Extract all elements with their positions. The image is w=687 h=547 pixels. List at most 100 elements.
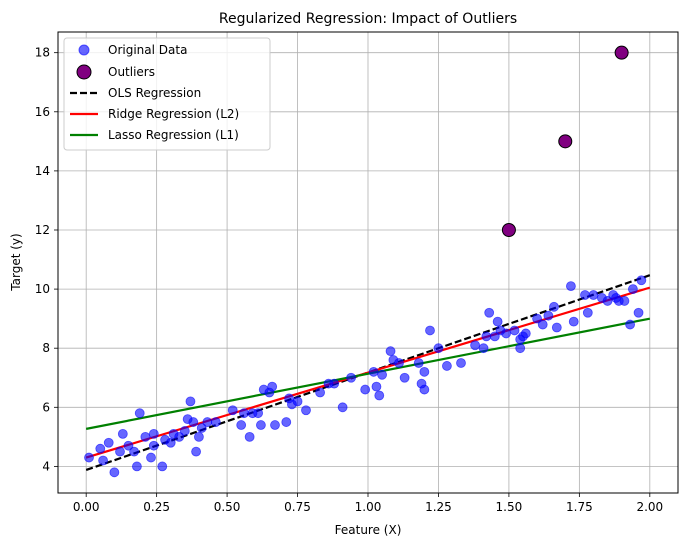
data-point-89	[588, 290, 599, 300]
chart-title: Regularized Regression: Impact of Outlie…	[219, 11, 517, 27]
legend-label-ridge: Ridge Regression (L2)	[108, 107, 239, 121]
data-point-39	[270, 420, 280, 430]
data-point-43	[292, 396, 303, 407]
data-point-40	[281, 417, 292, 427]
data-point-23	[188, 417, 199, 427]
y-tick-label-6: 16	[35, 105, 50, 119]
x-tick-label-2: 0.50	[214, 500, 241, 514]
outlier-point-0	[501, 222, 516, 237]
data-point-53	[374, 390, 385, 401]
data-point-66	[456, 358, 466, 368]
data-point-97	[628, 284, 638, 294]
data-point-44	[301, 405, 311, 416]
y-tick-label-0: 4	[42, 459, 50, 473]
data-point-45	[315, 387, 325, 398]
data-point-71	[489, 331, 500, 342]
data-point-25	[194, 431, 204, 442]
y-axis-label: Target (y)	[9, 233, 23, 291]
x-tick-label-7: 1.75	[566, 500, 593, 514]
lasso-regression-line	[85, 317, 651, 430]
data-point-79	[520, 328, 531, 339]
data-point-20	[179, 426, 190, 436]
data-point-98	[633, 307, 644, 318]
legend-marker-original	[78, 44, 90, 56]
y-tick-label-3: 10	[35, 282, 50, 296]
data-point-6	[117, 428, 128, 439]
x-tick-label-6: 1.50	[496, 500, 523, 514]
legend-label-lasso: Lasso Regression (L1)	[108, 128, 239, 142]
data-point-1	[95, 443, 106, 454]
legend-label-original: Original Data	[108, 43, 187, 57]
data-point-22	[185, 396, 196, 407]
data-point-58	[399, 372, 410, 383]
data-point-12	[146, 452, 156, 463]
y-tick-label-1: 6	[42, 400, 50, 414]
data-point-80	[532, 313, 542, 324]
y-axis-ticks: 4 6 8 10 12 14 16 18	[35, 46, 58, 473]
data-point-86	[568, 316, 579, 327]
data-point-83	[549, 301, 559, 312]
data-point-70	[484, 307, 495, 318]
data-point-29	[227, 405, 238, 416]
x-tick-label-5: 1.25	[425, 500, 452, 514]
data-point-85	[566, 281, 576, 292]
data-point-15	[157, 461, 168, 472]
data-point-35	[256, 420, 266, 430]
x-tick-label-0: 0.00	[73, 500, 100, 514]
data-point-49	[346, 372, 356, 383]
data-point-67	[470, 340, 480, 351]
data-point-74	[501, 328, 511, 339]
data-point-63	[425, 325, 435, 336]
data-point-38	[267, 381, 278, 392]
data-point-61	[419, 384, 430, 395]
data-point-82	[543, 310, 554, 321]
data-point-10	[134, 408, 145, 419]
data-point-68	[478, 343, 489, 354]
data-point-87	[580, 290, 590, 300]
data-point-88	[582, 307, 593, 318]
legend-box	[63, 37, 271, 151]
data-point-72	[492, 316, 503, 327]
data-point-91	[602, 296, 613, 306]
data-point-50	[360, 384, 371, 395]
legend-label-ols: OLS Regression	[108, 86, 201, 100]
data-points	[84, 45, 647, 478]
x-tick-label-8: 2.00	[636, 500, 663, 514]
legend: Original Data Outliers OLS Regression Ri…	[63, 37, 271, 151]
y-tick-label-5: 14	[35, 164, 50, 178]
data-point-9	[132, 461, 142, 472]
data-point-64	[433, 343, 444, 354]
data-point-31	[239, 408, 249, 419]
data-point-17	[165, 437, 176, 448]
data-point-26	[196, 423, 207, 433]
data-point-19	[174, 431, 185, 442]
data-point-54	[377, 369, 387, 380]
data-point-11	[140, 431, 151, 442]
data-point-34	[253, 408, 263, 419]
data-point-55	[385, 346, 396, 357]
outlier-point-1	[558, 134, 573, 149]
data-point-51	[368, 366, 379, 377]
data-point-84	[551, 322, 562, 333]
x-tick-label-4: 1.00	[355, 500, 382, 514]
data-point-27	[202, 417, 213, 427]
data-point-13	[148, 428, 159, 439]
data-point-95	[619, 296, 630, 306]
legend-marker-outliers	[76, 64, 92, 80]
data-point-59	[413, 358, 424, 368]
data-point-96	[625, 319, 635, 330]
data-point-69	[481, 331, 492, 342]
ridge-regression-line	[85, 286, 651, 459]
data-point-14	[148, 440, 159, 451]
outlier-point-2	[614, 45, 629, 60]
data-point-52	[371, 381, 382, 392]
data-point-2	[98, 455, 108, 466]
data-point-75	[509, 325, 520, 336]
data-point-76	[515, 343, 526, 354]
data-point-30	[236, 420, 247, 430]
data-point-32	[244, 431, 255, 442]
data-point-0	[84, 452, 94, 463]
data-point-99	[636, 275, 647, 286]
legend-label-outliers: Outliers	[108, 65, 155, 79]
